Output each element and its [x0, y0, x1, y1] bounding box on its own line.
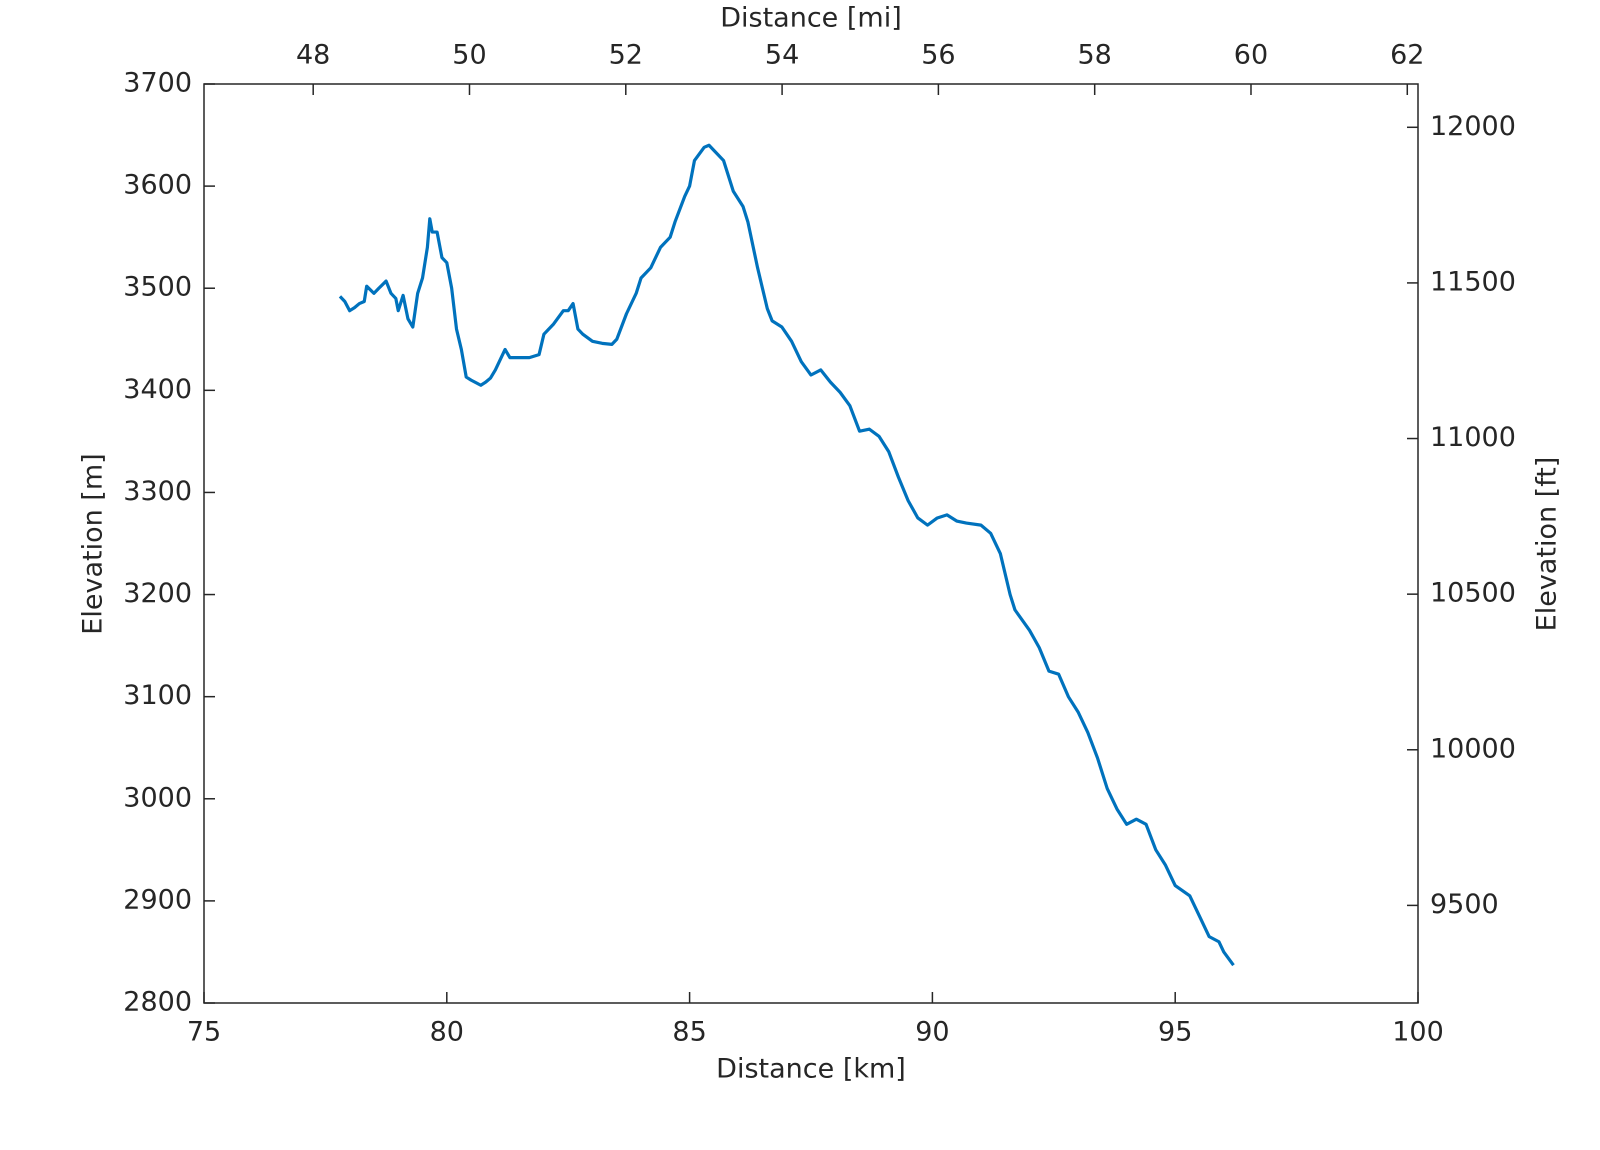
x-tick-label: 85 — [672, 1017, 706, 1048]
y2-tick-label: 11000 — [1430, 422, 1516, 453]
x-tick-label: 90 — [915, 1017, 949, 1048]
x2-tick-label: 62 — [1390, 40, 1424, 71]
y2-tick-label: 9500 — [1430, 889, 1499, 920]
y-tick-label: 3600 — [123, 170, 192, 201]
y-axis-label: Elevation [m] — [78, 453, 109, 634]
y2-tick-label: 10500 — [1430, 578, 1516, 609]
y-tick-label: 3400 — [123, 374, 192, 405]
y-tick-label: 3500 — [123, 272, 192, 303]
y-tick-label: 3100 — [123, 680, 192, 711]
y2-tick-label: 11500 — [1430, 266, 1516, 297]
x2-tick-label: 52 — [609, 40, 643, 71]
x2-tick-label: 50 — [452, 40, 486, 71]
y2-tick-label: 10000 — [1430, 733, 1516, 764]
y-tick-label: 3200 — [123, 578, 192, 609]
y-tick-label: 2800 — [123, 987, 192, 1018]
x-tick-label: 75 — [187, 1017, 221, 1048]
y2-tick-label: 12000 — [1430, 111, 1516, 142]
x2-tick-label: 48 — [296, 40, 330, 71]
x2-tick-label: 58 — [1078, 40, 1112, 71]
x-tick-label: 100 — [1392, 1017, 1444, 1048]
y2-axis-label: Elevation [ft] — [1532, 457, 1563, 632]
x2-tick-label: 56 — [921, 40, 955, 71]
x-tick-label: 95 — [1158, 1017, 1192, 1048]
y-tick-label: 3700 — [123, 68, 192, 99]
x2-tick-label: 60 — [1234, 40, 1268, 71]
y-tick-label: 2900 — [123, 884, 192, 915]
plot-frame — [203, 83, 1419, 1004]
x-axis-label: Distance [km] — [716, 1054, 906, 1085]
y-tick-label: 3300 — [123, 476, 192, 507]
x2-tick-label: 54 — [765, 40, 799, 71]
x2-axis-label: Distance [mi] — [720, 3, 902, 34]
y-tick-label: 3000 — [123, 782, 192, 813]
data-line — [338, 143, 1235, 967]
x-tick-label: 80 — [430, 1017, 464, 1048]
